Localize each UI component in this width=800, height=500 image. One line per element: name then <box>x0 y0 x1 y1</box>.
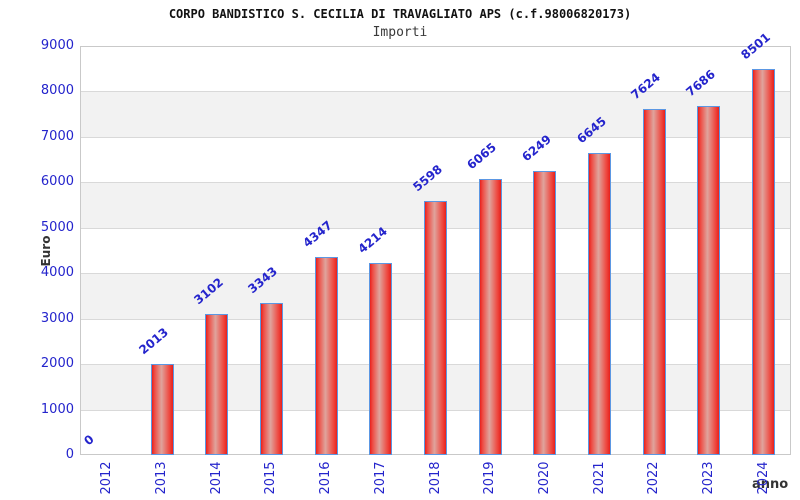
bar <box>752 69 775 455</box>
x-tick-label: 2014 <box>209 461 224 495</box>
x-tick-label: 2012 <box>99 461 114 495</box>
x-tick-label: 2018 <box>428 461 443 495</box>
y-tick-label: 1000 <box>40 402 74 417</box>
x-axis-label: anno <box>752 477 789 492</box>
bar <box>643 109 666 455</box>
bar <box>588 153 611 455</box>
bar <box>697 106 720 455</box>
y-tick-label: 3000 <box>40 311 74 326</box>
gridline <box>81 137 790 138</box>
plot-band <box>81 91 790 137</box>
bar <box>315 257 338 455</box>
bar <box>424 201 447 455</box>
chart-title: CORPO BANDISTICO S. CECILIA DI TRAVAGLIA… <box>168 7 632 21</box>
gridline <box>81 182 790 183</box>
bar <box>479 179 502 455</box>
bar <box>260 303 283 455</box>
x-tick-label: 2016 <box>318 461 333 495</box>
bar <box>533 171 556 455</box>
gridline <box>81 91 790 92</box>
y-tick-label: 4000 <box>40 265 74 280</box>
bar <box>369 263 392 455</box>
x-tick-label: 2020 <box>537 461 552 495</box>
y-tick-label: 6000 <box>40 174 74 189</box>
x-tick-label: 2015 <box>263 461 278 495</box>
y-tick-label: 8000 <box>40 83 74 98</box>
y-tick-label: 0 <box>65 447 74 462</box>
x-tick-label: 2013 <box>154 461 169 495</box>
x-tick-label: 2023 <box>701 461 716 495</box>
y-tick-label: 7000 <box>40 129 74 144</box>
x-tick-label: 2024 <box>756 461 771 495</box>
x-tick-label: 2021 <box>592 461 607 495</box>
y-tick-label: 9000 <box>40 38 74 53</box>
bar <box>205 314 228 455</box>
y-tick-label: 2000 <box>40 356 74 371</box>
plot-area <box>80 46 791 455</box>
x-tick-label: 2019 <box>482 461 497 495</box>
x-tick-label: 2022 <box>646 461 661 495</box>
y-tick-label: 5000 <box>40 220 74 235</box>
chart-subtitle: Importi <box>372 25 428 40</box>
x-tick-label: 2017 <box>373 461 388 495</box>
bar <box>151 364 174 455</box>
